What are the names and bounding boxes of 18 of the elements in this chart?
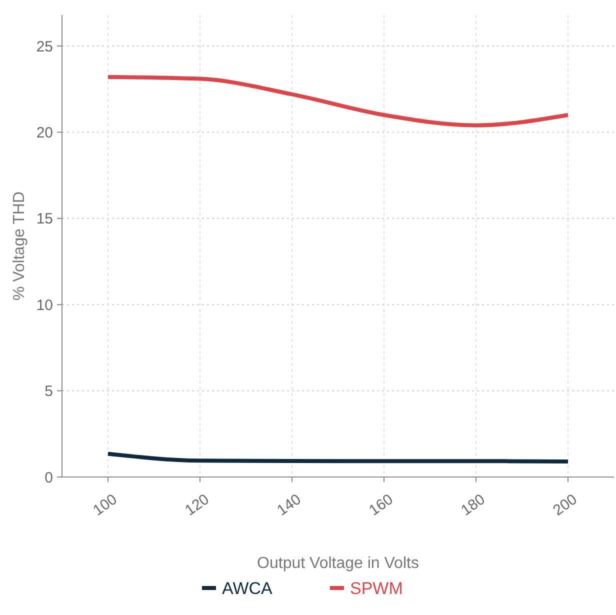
y-tick-label: 10 (36, 296, 53, 314)
x-tick-label: 200 (550, 490, 580, 520)
x-tick-label: 160 (366, 490, 396, 520)
legend-label: AWCA (222, 578, 274, 598)
y-tick-label: 20 (36, 124, 53, 142)
y-tick-label: 25 (36, 38, 53, 56)
x-tick-label: 180 (458, 490, 488, 520)
y-tick-label: 0 (44, 469, 53, 486)
y-tick-label: 15 (36, 210, 53, 228)
line-series (106, 75, 570, 128)
legend-label: SPWM (350, 578, 403, 598)
y-tick-label: 5 (44, 383, 53, 400)
line-series (106, 452, 570, 464)
x-tick-label: 120 (182, 490, 212, 520)
x-axis-title: Output Voltage in Volts (257, 555, 419, 572)
x-tick-label: 140 (274, 490, 304, 520)
y-axis-title: % Voltage THD (11, 191, 28, 301)
x-tick-label: 100 (90, 490, 120, 520)
